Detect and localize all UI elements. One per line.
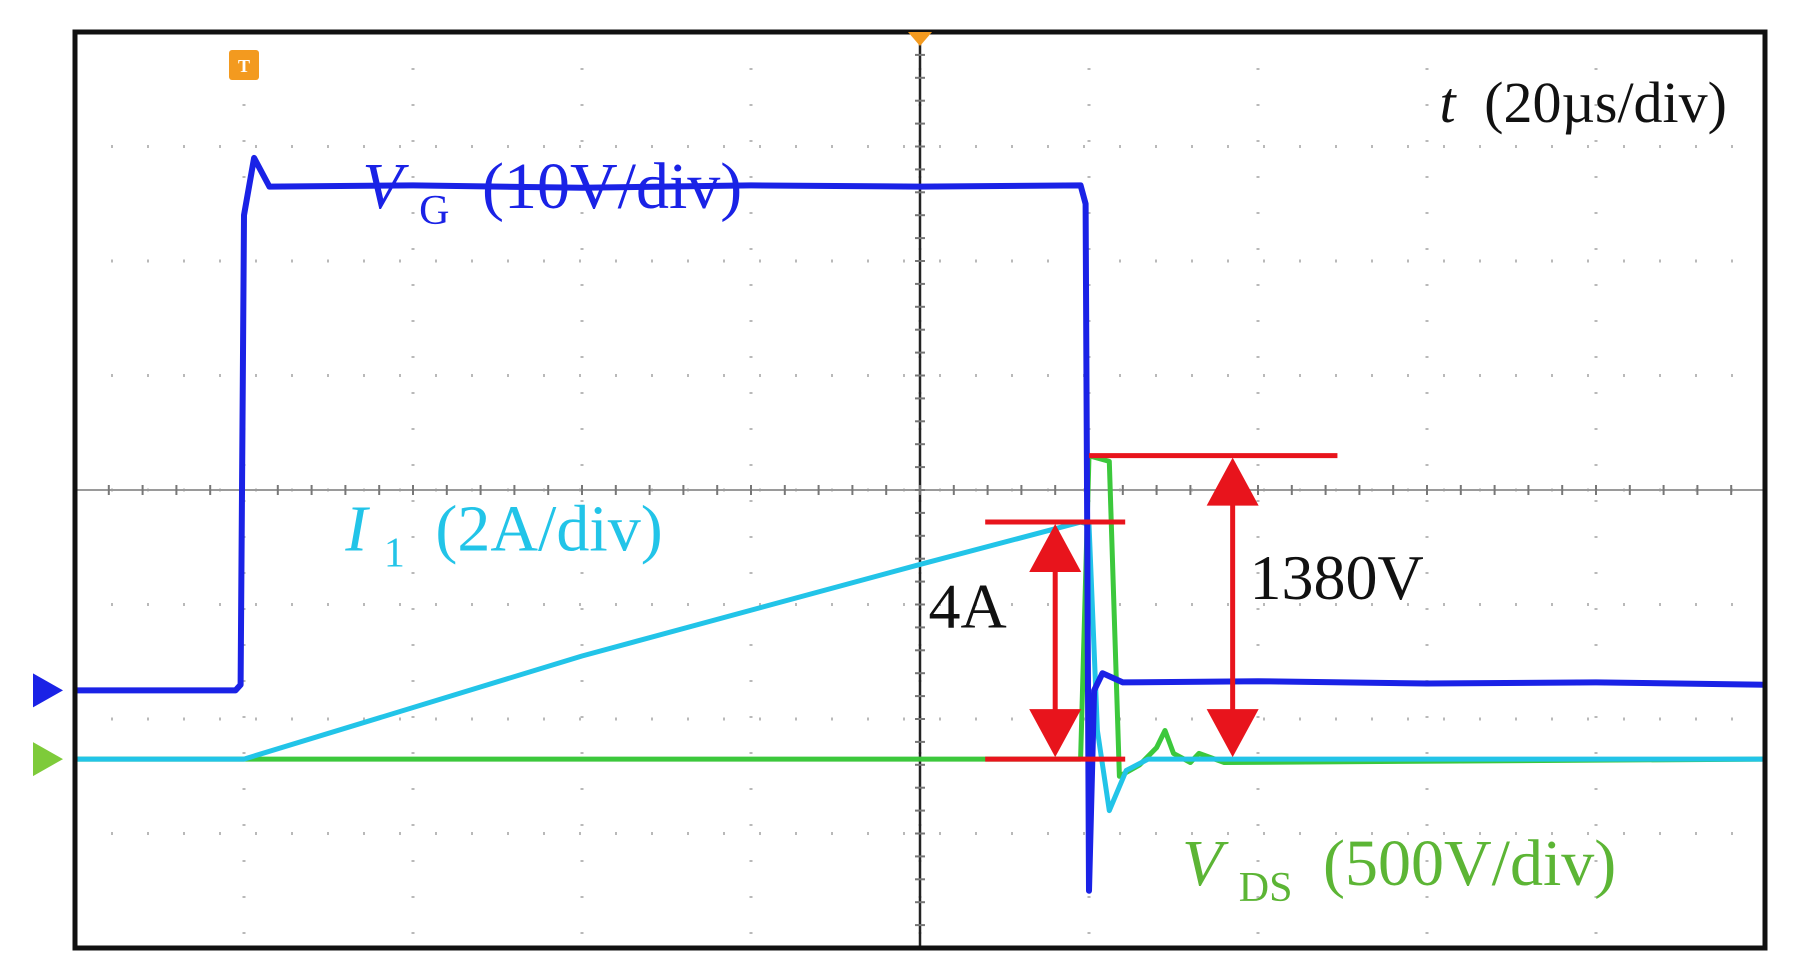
time-scale-label: t (20µs/div) bbox=[1440, 70, 1727, 135]
i1-name-main: I bbox=[344, 493, 370, 566]
cursor-lines bbox=[74, 31, 1766, 949]
i1-series-label: I 1 (2A/div) bbox=[344, 493, 662, 582]
current-step-arrowhead-up bbox=[1029, 524, 1082, 573]
voltage-peak-arrowhead-down bbox=[1206, 709, 1259, 758]
current-step-arrowhead-down bbox=[1029, 709, 1082, 758]
voltage-peak-label: 1380V bbox=[1250, 542, 1424, 613]
voltage-peak-arrowhead-up bbox=[1206, 457, 1259, 506]
channel-markers: T bbox=[33, 32, 932, 777]
vds-name-sub: DS bbox=[1239, 865, 1293, 911]
time-scale: (20µs/div) bbox=[1484, 70, 1727, 135]
current-step-label: 4A bbox=[928, 570, 1006, 641]
vds-ground-marker bbox=[33, 742, 63, 777]
vg-scale: (10V/div) bbox=[482, 150, 742, 223]
trigger-position-marker bbox=[908, 32, 932, 46]
vds-scale: (500V/div) bbox=[1323, 827, 1616, 900]
vds-series-label: V DS (500V/div) bbox=[1182, 827, 1616, 916]
vg-series-label: V G (10V/div) bbox=[362, 150, 742, 239]
time-prefix: t bbox=[1440, 70, 1458, 135]
i1-scale: (2A/div) bbox=[435, 493, 662, 566]
trigger-marker-icon: T bbox=[229, 50, 259, 80]
trigger-marker-label: T bbox=[238, 56, 250, 76]
i1-name-sub: 1 bbox=[384, 531, 405, 577]
measurement-annotations bbox=[985, 453, 1338, 762]
vg-name-sub: G bbox=[419, 188, 449, 234]
vg-name-main: V bbox=[362, 150, 409, 223]
vds-name-main: V bbox=[1182, 827, 1229, 900]
vg-trace bbox=[75, 154, 1766, 894]
vg-ground-marker bbox=[33, 673, 63, 708]
